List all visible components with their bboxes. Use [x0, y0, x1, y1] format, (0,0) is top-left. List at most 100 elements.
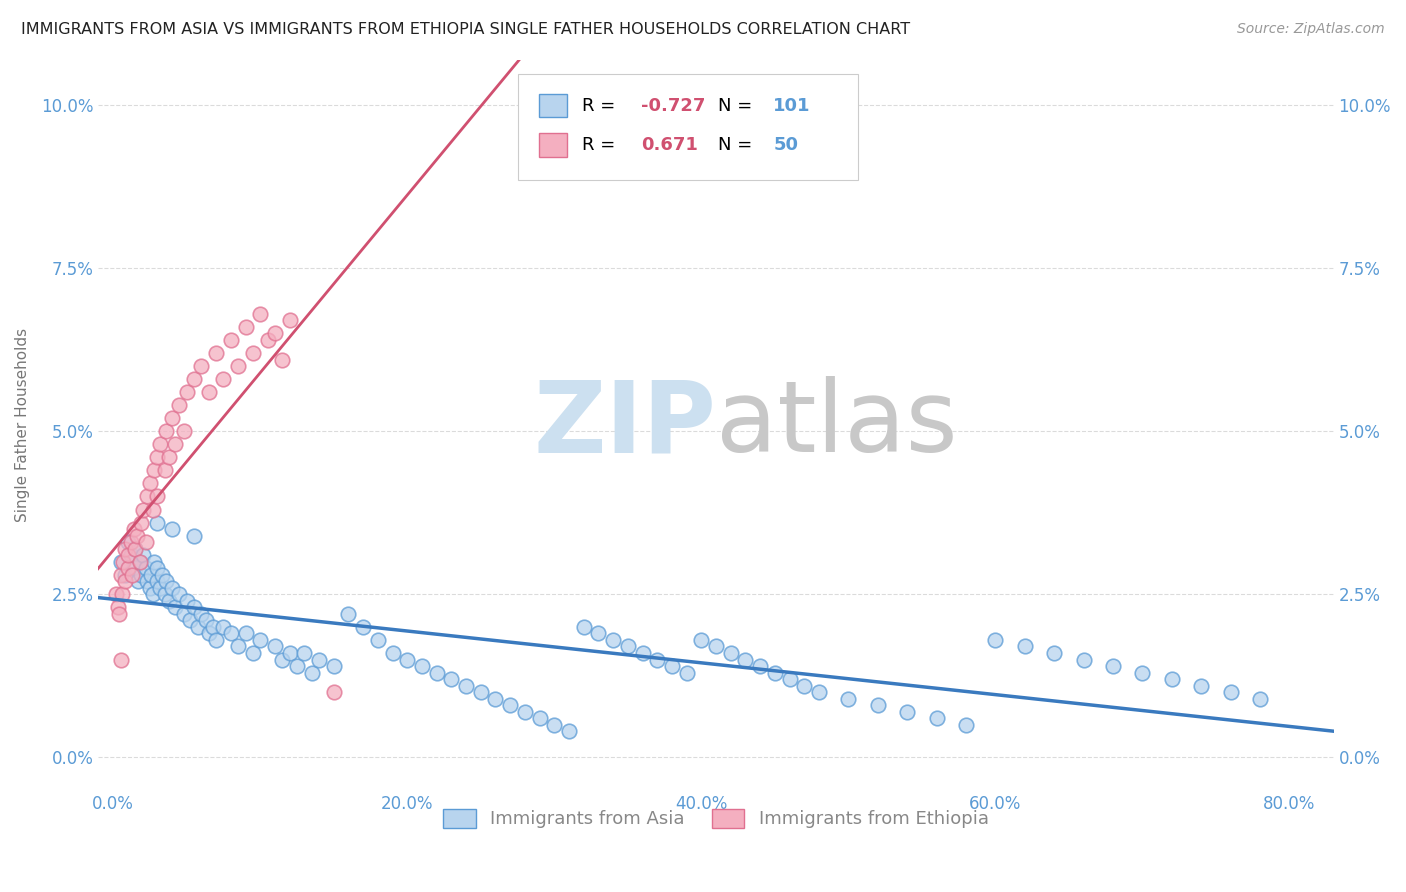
Point	[543, 717, 565, 731]
Bar	[540, 94, 567, 117]
Point	[763, 665, 786, 680]
Point	[205, 632, 228, 647]
Text: 0.671: 0.671	[641, 136, 699, 154]
Point	[925, 711, 948, 725]
Point	[572, 620, 595, 634]
Point	[264, 640, 287, 654]
Point	[955, 717, 977, 731]
Point	[169, 398, 191, 412]
Point	[454, 679, 477, 693]
Point	[440, 672, 463, 686]
Point	[157, 450, 180, 465]
Text: R =: R =	[582, 136, 621, 154]
Point	[124, 541, 146, 556]
Point	[110, 555, 132, 569]
Point	[150, 567, 173, 582]
Point	[734, 652, 756, 666]
Point	[135, 561, 157, 575]
Point	[117, 548, 139, 562]
Text: Source: ZipAtlas.com: Source: ZipAtlas.com	[1237, 22, 1385, 37]
Point	[120, 548, 142, 562]
Point	[111, 587, 134, 601]
Point	[226, 359, 249, 373]
Point	[139, 581, 162, 595]
Point	[125, 528, 148, 542]
Point	[112, 555, 135, 569]
Point	[675, 665, 697, 680]
Point	[176, 594, 198, 608]
Point	[470, 685, 492, 699]
Y-axis label: Single Father Households: Single Father Households	[15, 327, 30, 522]
Point	[205, 346, 228, 360]
Point	[529, 711, 551, 725]
Point	[1043, 646, 1066, 660]
Point	[146, 490, 169, 504]
Point	[411, 659, 433, 673]
Point	[173, 607, 195, 621]
Legend: Immigrants from Asia, Immigrants from Ethiopia: Immigrants from Asia, Immigrants from Et…	[436, 802, 995, 836]
Point	[984, 632, 1007, 647]
Point	[146, 516, 169, 530]
Point	[308, 652, 330, 666]
Text: 101: 101	[773, 96, 811, 114]
Point	[139, 476, 162, 491]
Text: N =: N =	[718, 96, 758, 114]
Point	[1102, 659, 1125, 673]
Point	[160, 581, 183, 595]
Point	[322, 685, 344, 699]
Point	[690, 632, 713, 647]
Point	[219, 626, 242, 640]
Point	[129, 516, 152, 530]
Point	[381, 646, 404, 660]
Point	[197, 626, 219, 640]
Point	[143, 463, 166, 477]
Point	[271, 652, 294, 666]
Point	[513, 705, 536, 719]
Point	[212, 372, 235, 386]
Point	[219, 333, 242, 347]
Point	[142, 502, 165, 516]
Bar	[540, 134, 567, 157]
Point	[131, 548, 153, 562]
Text: N =: N =	[718, 136, 758, 154]
Point	[1160, 672, 1182, 686]
Point	[187, 620, 209, 634]
Point	[122, 522, 145, 536]
FancyBboxPatch shape	[519, 74, 858, 180]
Point	[114, 574, 136, 589]
Point	[285, 659, 308, 673]
Point	[896, 705, 918, 719]
Point	[183, 528, 205, 542]
Point	[301, 665, 323, 680]
Point	[264, 326, 287, 341]
Point	[588, 626, 610, 640]
Point	[426, 665, 449, 680]
Point	[720, 646, 742, 660]
Point	[367, 632, 389, 647]
Point	[183, 600, 205, 615]
Point	[749, 659, 772, 673]
Point	[202, 620, 225, 634]
Point	[322, 659, 344, 673]
Point	[631, 646, 654, 660]
Point	[602, 632, 624, 647]
Point	[127, 574, 149, 589]
Point	[107, 600, 129, 615]
Point	[278, 646, 301, 660]
Point	[197, 385, 219, 400]
Point	[114, 541, 136, 556]
Point	[837, 691, 859, 706]
Point	[352, 620, 374, 634]
Point	[160, 411, 183, 425]
Point	[807, 685, 830, 699]
Text: IMMIGRANTS FROM ASIA VS IMMIGRANTS FROM ETHIOPIA SINGLE FATHER HOUSEHOLDS CORREL: IMMIGRANTS FROM ASIA VS IMMIGRANTS FROM …	[21, 22, 910, 37]
Point	[146, 561, 169, 575]
Point	[108, 607, 131, 621]
Point	[110, 652, 132, 666]
Point	[114, 567, 136, 582]
Point	[128, 555, 150, 569]
Point	[271, 352, 294, 367]
Point	[131, 502, 153, 516]
Point	[117, 561, 139, 575]
Text: atlas: atlas	[716, 376, 957, 474]
